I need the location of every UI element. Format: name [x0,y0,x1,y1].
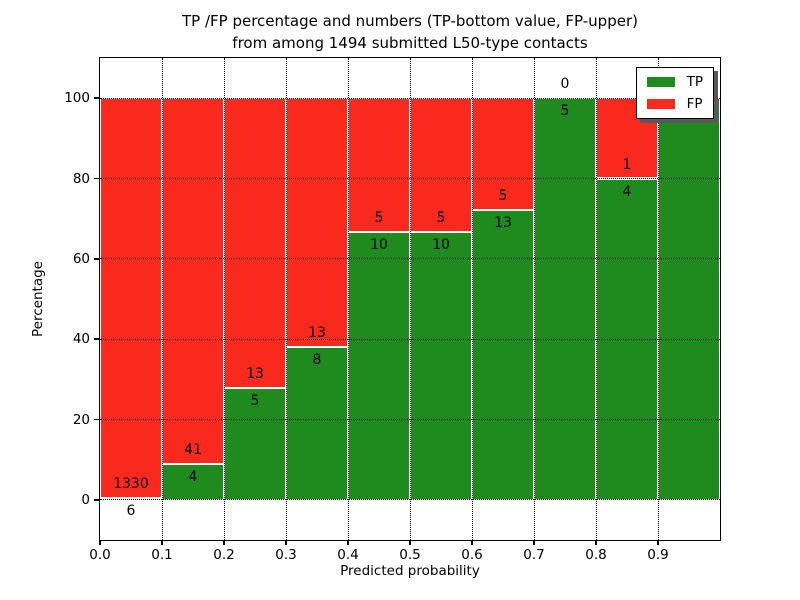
y-tick-label: 80 [72,170,90,187]
y-tick-label: 0 [81,491,90,508]
y-tick-mark [94,258,100,260]
vertical-gridline [471,58,473,540]
bar-segment-fp [162,98,224,465]
bar-segment-tp [348,232,410,500]
horizontal-gridline [100,258,720,260]
horizontal-gridline [100,499,720,501]
bar-segment-tp [472,209,534,500]
legend-swatch-fp [646,99,675,109]
horizontal-gridline [100,97,720,99]
bar-count-label-fp: 41 [184,442,202,459]
legend-row-fp: FP [646,96,703,112]
bar-count-label-fp: 5 [436,210,446,227]
x-tick-label: 0.3 [275,547,297,563]
legend-label-tp: TP [686,74,703,90]
bar-count-label-fp: 1 [622,156,632,173]
bar-segment-fp [348,98,410,233]
vertical-gridline [533,58,535,540]
vertical-gridline [223,58,225,540]
bar-count-label-tp: 4 [188,469,198,486]
x-tick-mark [533,540,535,545]
x-tick-mark [223,540,225,545]
bar-count-label-tp: 5 [250,393,260,410]
x-tick-label: 0.1 [151,547,173,563]
chart-title: TP /FP percentage and numbers (TP-bottom… [60,10,760,54]
vertical-gridline [595,58,597,540]
legend-label-fp: FP [686,96,703,112]
bar-segment-fp [472,98,534,210]
plot-area: 1330641413513851051051305140160.00.10.20… [64,57,721,563]
x-tick-label: 0.0 [89,547,111,563]
y-tick-mark [94,177,100,180]
bar-segment-tp [534,98,596,500]
x-tick-label: 0.8 [585,547,607,563]
y-axis-label: Percentage [30,261,46,337]
y-tick-mark [94,418,100,421]
y-tick-label: 20 [72,411,90,428]
bar-count-label-fp: 5 [374,210,384,227]
y-tick-label: 40 [72,331,90,348]
x-tick-label: 0.6 [461,547,483,563]
chart-title-line1: TP /FP percentage and numbers (TP-bottom… [182,12,638,30]
vertical-gridline [657,58,659,540]
bar-count-label-tp: 10 [370,237,388,254]
x-tick-mark [99,540,101,545]
bar-segment-fp [100,98,162,498]
vertical-gridline [347,58,349,540]
bar-count-label-tp: 8 [312,351,322,368]
bar-count-label-fp: 5 [498,187,508,204]
x-tick-mark [285,540,287,545]
legend-row-tp: TP [646,74,703,90]
bar-count-label-fp: 1330 [113,476,149,493]
vertical-gridline [285,58,287,540]
horizontal-gridline [100,178,720,179]
y-tick-mark [94,499,100,501]
y-tick-mark [94,97,100,99]
x-tick-label: 0.7 [523,547,545,563]
bar-count-label-tp: 6 [126,503,136,520]
x-tick-label: 0.2 [213,547,235,563]
chart-title-line2: from among 1494 submitted L50-type conta… [232,34,588,52]
bar-count-label-tp: 4 [622,183,632,200]
legend-box: TP FP [635,67,714,119]
x-tick-mark [471,540,473,545]
x-tick-label: 0.4 [337,547,359,563]
bar-segment-fp [410,98,472,233]
y-tick-mark [94,338,100,340]
x-tick-label: 0.9 [647,547,669,563]
horizontal-gridline [100,419,720,420]
bar-segment-fp [286,98,348,347]
vertical-gridline [161,58,163,540]
bar-segment-fp [224,98,286,389]
bar-count-label-fp: 0 [560,76,570,93]
bar-segment-tp [286,346,348,500]
x-tick-label: 0.5 [399,547,421,563]
vertical-gridline [409,58,411,540]
bar-count-label-tp: 13 [494,214,512,231]
bar-segment-tp [410,232,472,500]
horizontal-gridline [100,338,720,340]
bar-count-label-fp: 13 [246,366,264,383]
x-tick-mark [347,540,349,545]
x-tick-mark [657,540,659,545]
bar-count-label-fp: 13 [308,324,326,341]
x-tick-mark [595,540,597,545]
bar-count-label-tp: 5 [560,103,570,120]
bar-segment-tp [162,464,224,500]
bar-count-label-tp: 10 [432,237,450,254]
x-axis-label: Predicted probability [340,563,480,579]
x-tick-mark [409,540,411,545]
bar-segment-tp [658,98,720,500]
y-tick-label: 100 [64,90,90,107]
legend-swatch-tp [646,77,675,87]
y-tick-label: 60 [72,250,90,267]
x-tick-mark [161,540,163,545]
